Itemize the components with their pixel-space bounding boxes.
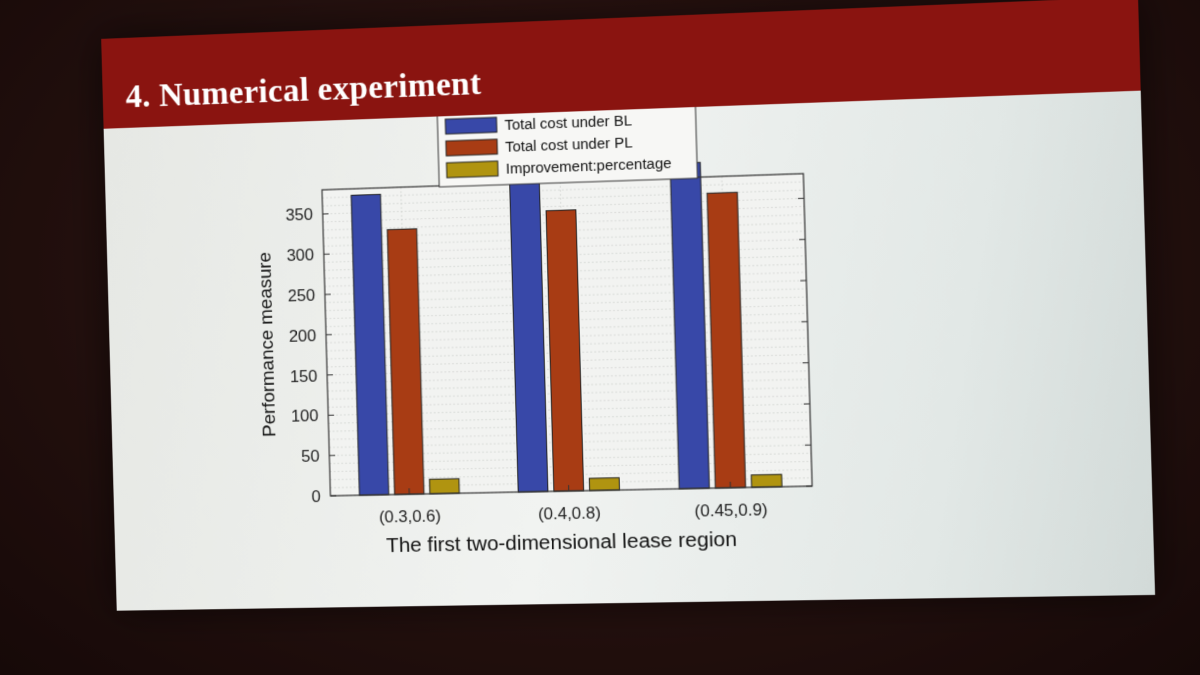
x-tick-label: (0.4,0.8) bbox=[538, 503, 601, 523]
legend-swatch-1 bbox=[445, 117, 497, 134]
projection-screen: 4. Numerical experiment 0 50 100 150 200 250 3… bbox=[101, 0, 1155, 611]
y-tick-label: 250 bbox=[287, 286, 315, 306]
legend-swatch-2 bbox=[446, 139, 498, 156]
x-tick-label: (0.3,0.6) bbox=[379, 506, 441, 526]
bar-3-2 bbox=[589, 478, 619, 491]
x-tick-label: (0.45,0.9) bbox=[694, 500, 768, 521]
y-tick-label: 350 bbox=[285, 205, 313, 225]
y-tick-label: 100 bbox=[291, 406, 319, 426]
slide-content: 0 50 100 150 200 250 300 350 (0.3,0.6) (0.4,0.8) (… bbox=[104, 91, 1155, 611]
y-tick-label: 0 bbox=[311, 487, 321, 506]
x-axis-label: The first two-dimensional lease region bbox=[386, 528, 737, 558]
bar-3-3 bbox=[751, 474, 782, 487]
y-tick-label: 200 bbox=[289, 326, 317, 346]
slide-title: 4. Numerical experiment bbox=[125, 65, 482, 116]
bar-chart: 0 50 100 150 200 250 300 350 (0.3,0.6) (0.4,0.8) (… bbox=[104, 91, 1155, 611]
y-axis-label: Performance measure bbox=[254, 252, 280, 437]
legend-swatch-3 bbox=[446, 161, 498, 178]
y-tick-label: 150 bbox=[290, 366, 318, 386]
bar-3-1 bbox=[430, 479, 460, 494]
y-tick-label: 300 bbox=[286, 245, 314, 265]
y-tick-label: 50 bbox=[301, 447, 320, 466]
